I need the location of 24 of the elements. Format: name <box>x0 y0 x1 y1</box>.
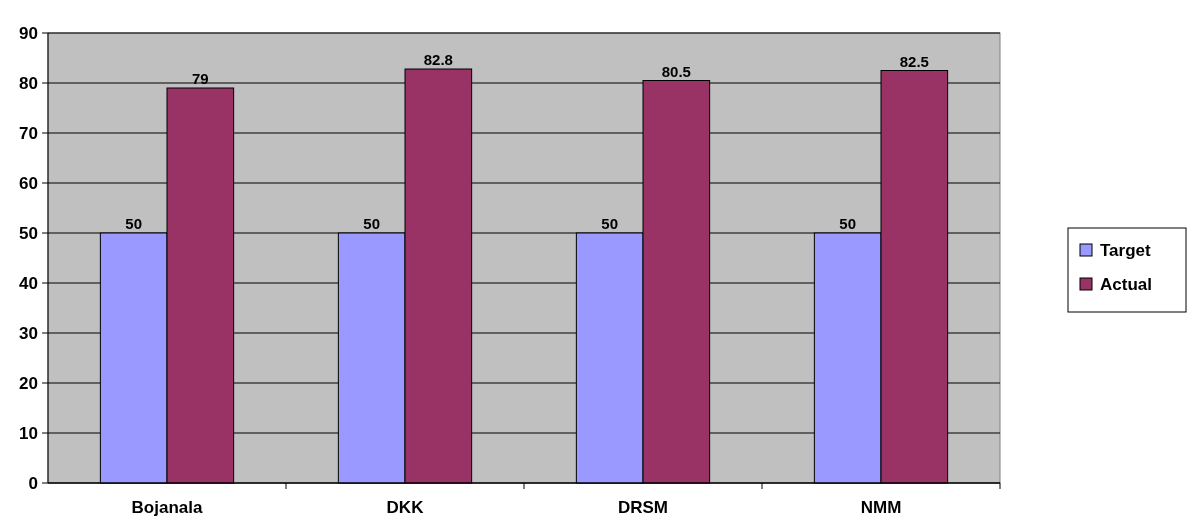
x-tick-label: Bojanala <box>131 498 203 517</box>
x-tick-label: DKK <box>386 498 425 517</box>
data-label: 82.5 <box>899 52 929 70</box>
data-label: 82.8 <box>423 51 453 68</box>
data-label: 79 <box>191 70 209 87</box>
y-tick-label: 30 <box>19 323 38 343</box>
y-tick-label: 40 <box>19 273 38 293</box>
x-tick-label: NMM <box>860 498 902 517</box>
data-label: 50 <box>125 215 143 232</box>
y-tick-label: 10 <box>19 423 38 443</box>
y-tick-label: 50 <box>19 223 38 243</box>
legend-label: Target <box>1100 240 1152 260</box>
data-label: 80.5 <box>661 62 691 80</box>
y-tick-label: 80 <box>19 73 38 93</box>
y-tick-label: 0 <box>28 473 38 493</box>
y-tick-label: 60 <box>19 173 38 193</box>
y-tick-label: 70 <box>19 123 38 143</box>
data-label: 50 <box>839 215 857 232</box>
data-label: 50 <box>363 215 381 232</box>
data-label: 50 <box>601 215 619 232</box>
x-tick-label: DRSM <box>617 498 669 517</box>
legend-label: Actual <box>1100 274 1152 294</box>
y-tick-label: 20 <box>19 373 38 393</box>
y-tick-label: 90 <box>19 23 38 43</box>
